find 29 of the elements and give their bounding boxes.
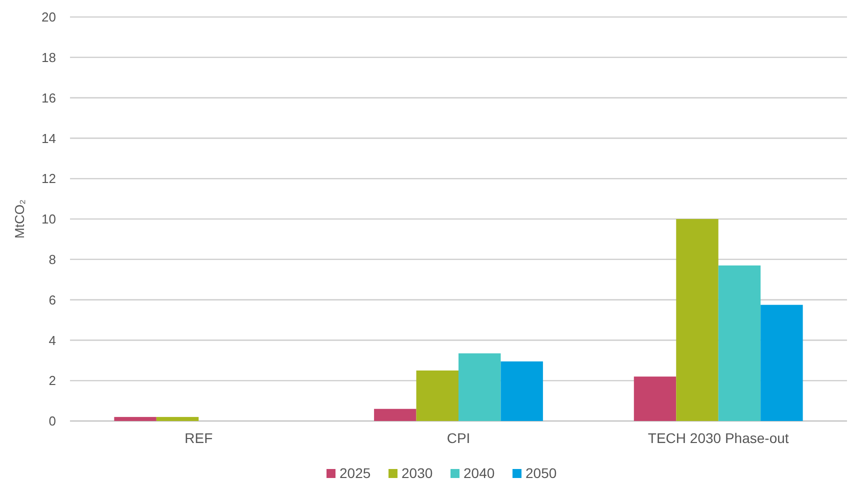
y-axis-title: MtCO₂ <box>12 200 27 238</box>
x-tick-label: CPI <box>446 430 470 446</box>
legend-label: 2025 <box>340 465 371 481</box>
bar <box>374 408 416 421</box>
y-tick-label: 2 <box>48 373 56 388</box>
bar <box>114 416 156 421</box>
y-tick-label: 8 <box>48 252 56 267</box>
x-tick-label: REF <box>184 430 213 446</box>
y-tick-label: 14 <box>42 130 56 146</box>
bar <box>634 376 676 421</box>
y-tick-label: 20 <box>42 10 56 25</box>
bar <box>760 304 803 421</box>
y-tick-label: 10 <box>42 212 56 227</box>
legend-label: 2040 <box>464 465 495 481</box>
y-tick-label: 12 <box>42 171 56 186</box>
y-tick-label: 0 <box>48 414 56 429</box>
legend-label: 2030 <box>402 465 433 481</box>
y-tick-label: 6 <box>48 292 56 308</box>
y-tick-label: 18 <box>42 50 56 65</box>
bar <box>416 370 458 421</box>
x-tick-label: TECH 2030 Phase-out <box>648 430 789 446</box>
y-tick-label: 4 <box>48 332 56 348</box>
legend-label: 2050 <box>526 465 557 481</box>
bar <box>718 265 761 421</box>
bar <box>156 416 199 421</box>
bar <box>676 219 718 421</box>
bar <box>458 353 501 421</box>
y-tick-label: 16 <box>42 90 56 106</box>
bar <box>500 361 543 421</box>
